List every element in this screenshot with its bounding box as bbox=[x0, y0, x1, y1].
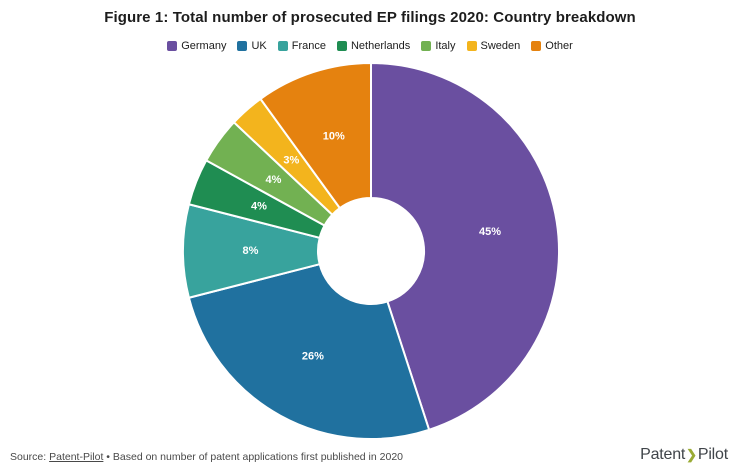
patent-pilot-logo: Patent❯Pilot bbox=[640, 446, 728, 464]
legend-label: Sweden bbox=[480, 40, 521, 52]
pie-slice-uk[interactable] bbox=[187, 263, 431, 440]
legend-label: UK bbox=[251, 40, 267, 52]
logo-chevron-icon: ❯ bbox=[686, 447, 697, 462]
slice-label-sweden: 3% bbox=[283, 155, 299, 167]
legend-swatch bbox=[237, 41, 248, 51]
pie-slice-other[interactable] bbox=[259, 62, 372, 210]
chart-legend: Germany UK France Netherlands Italy Sweden Oth… bbox=[0, 40, 740, 52]
legend-label: Other bbox=[545, 40, 573, 52]
chart-title: Figure 1: Total number of prosecuted EP … bbox=[104, 9, 636, 26]
source-line: Source: Patent-Pilot • Based on number o… bbox=[10, 451, 403, 463]
slice-label-netherlands: 4% bbox=[251, 201, 267, 213]
slice-label-uk: 26% bbox=[302, 351, 324, 363]
slice-label-other: 10% bbox=[323, 130, 345, 142]
legend-item-sweden: Sweden bbox=[466, 40, 521, 52]
logo-text-patent: Patent bbox=[640, 446, 686, 463]
legend-label: Netherlands bbox=[350, 40, 411, 52]
legend-item-netherlands: Netherlands bbox=[336, 40, 411, 52]
legend-swatch bbox=[277, 41, 288, 51]
legend-label: Germany bbox=[181, 40, 227, 52]
legend-swatch bbox=[466, 41, 477, 51]
slice-label-italy: 4% bbox=[266, 174, 282, 186]
logo-text-pilot: Pilot bbox=[697, 446, 728, 463]
legend-item-germany: Germany bbox=[167, 40, 226, 52]
slice-label-france: 8% bbox=[243, 245, 259, 257]
legend-swatch bbox=[531, 41, 542, 51]
source-prefix: Source: bbox=[10, 451, 50, 463]
pie-slice-germany[interactable] bbox=[370, 62, 561, 431]
legend-label: Italy bbox=[435, 40, 456, 52]
legend-item-italy: Italy bbox=[421, 40, 456, 52]
slice-label-germany: 45% bbox=[479, 226, 501, 238]
legend-swatch bbox=[336, 41, 347, 51]
legend-label: France bbox=[291, 40, 326, 52]
source-link[interactable]: Patent-Pilot bbox=[49, 451, 104, 463]
source-suffix: • Based on number of patent applications… bbox=[103, 451, 404, 463]
legend-swatch bbox=[421, 41, 432, 51]
legend-item-uk: UK bbox=[237, 40, 267, 52]
legend-item-france: France bbox=[277, 40, 326, 52]
legend-swatch bbox=[167, 41, 178, 51]
legend-item-other: Other bbox=[531, 40, 573, 52]
